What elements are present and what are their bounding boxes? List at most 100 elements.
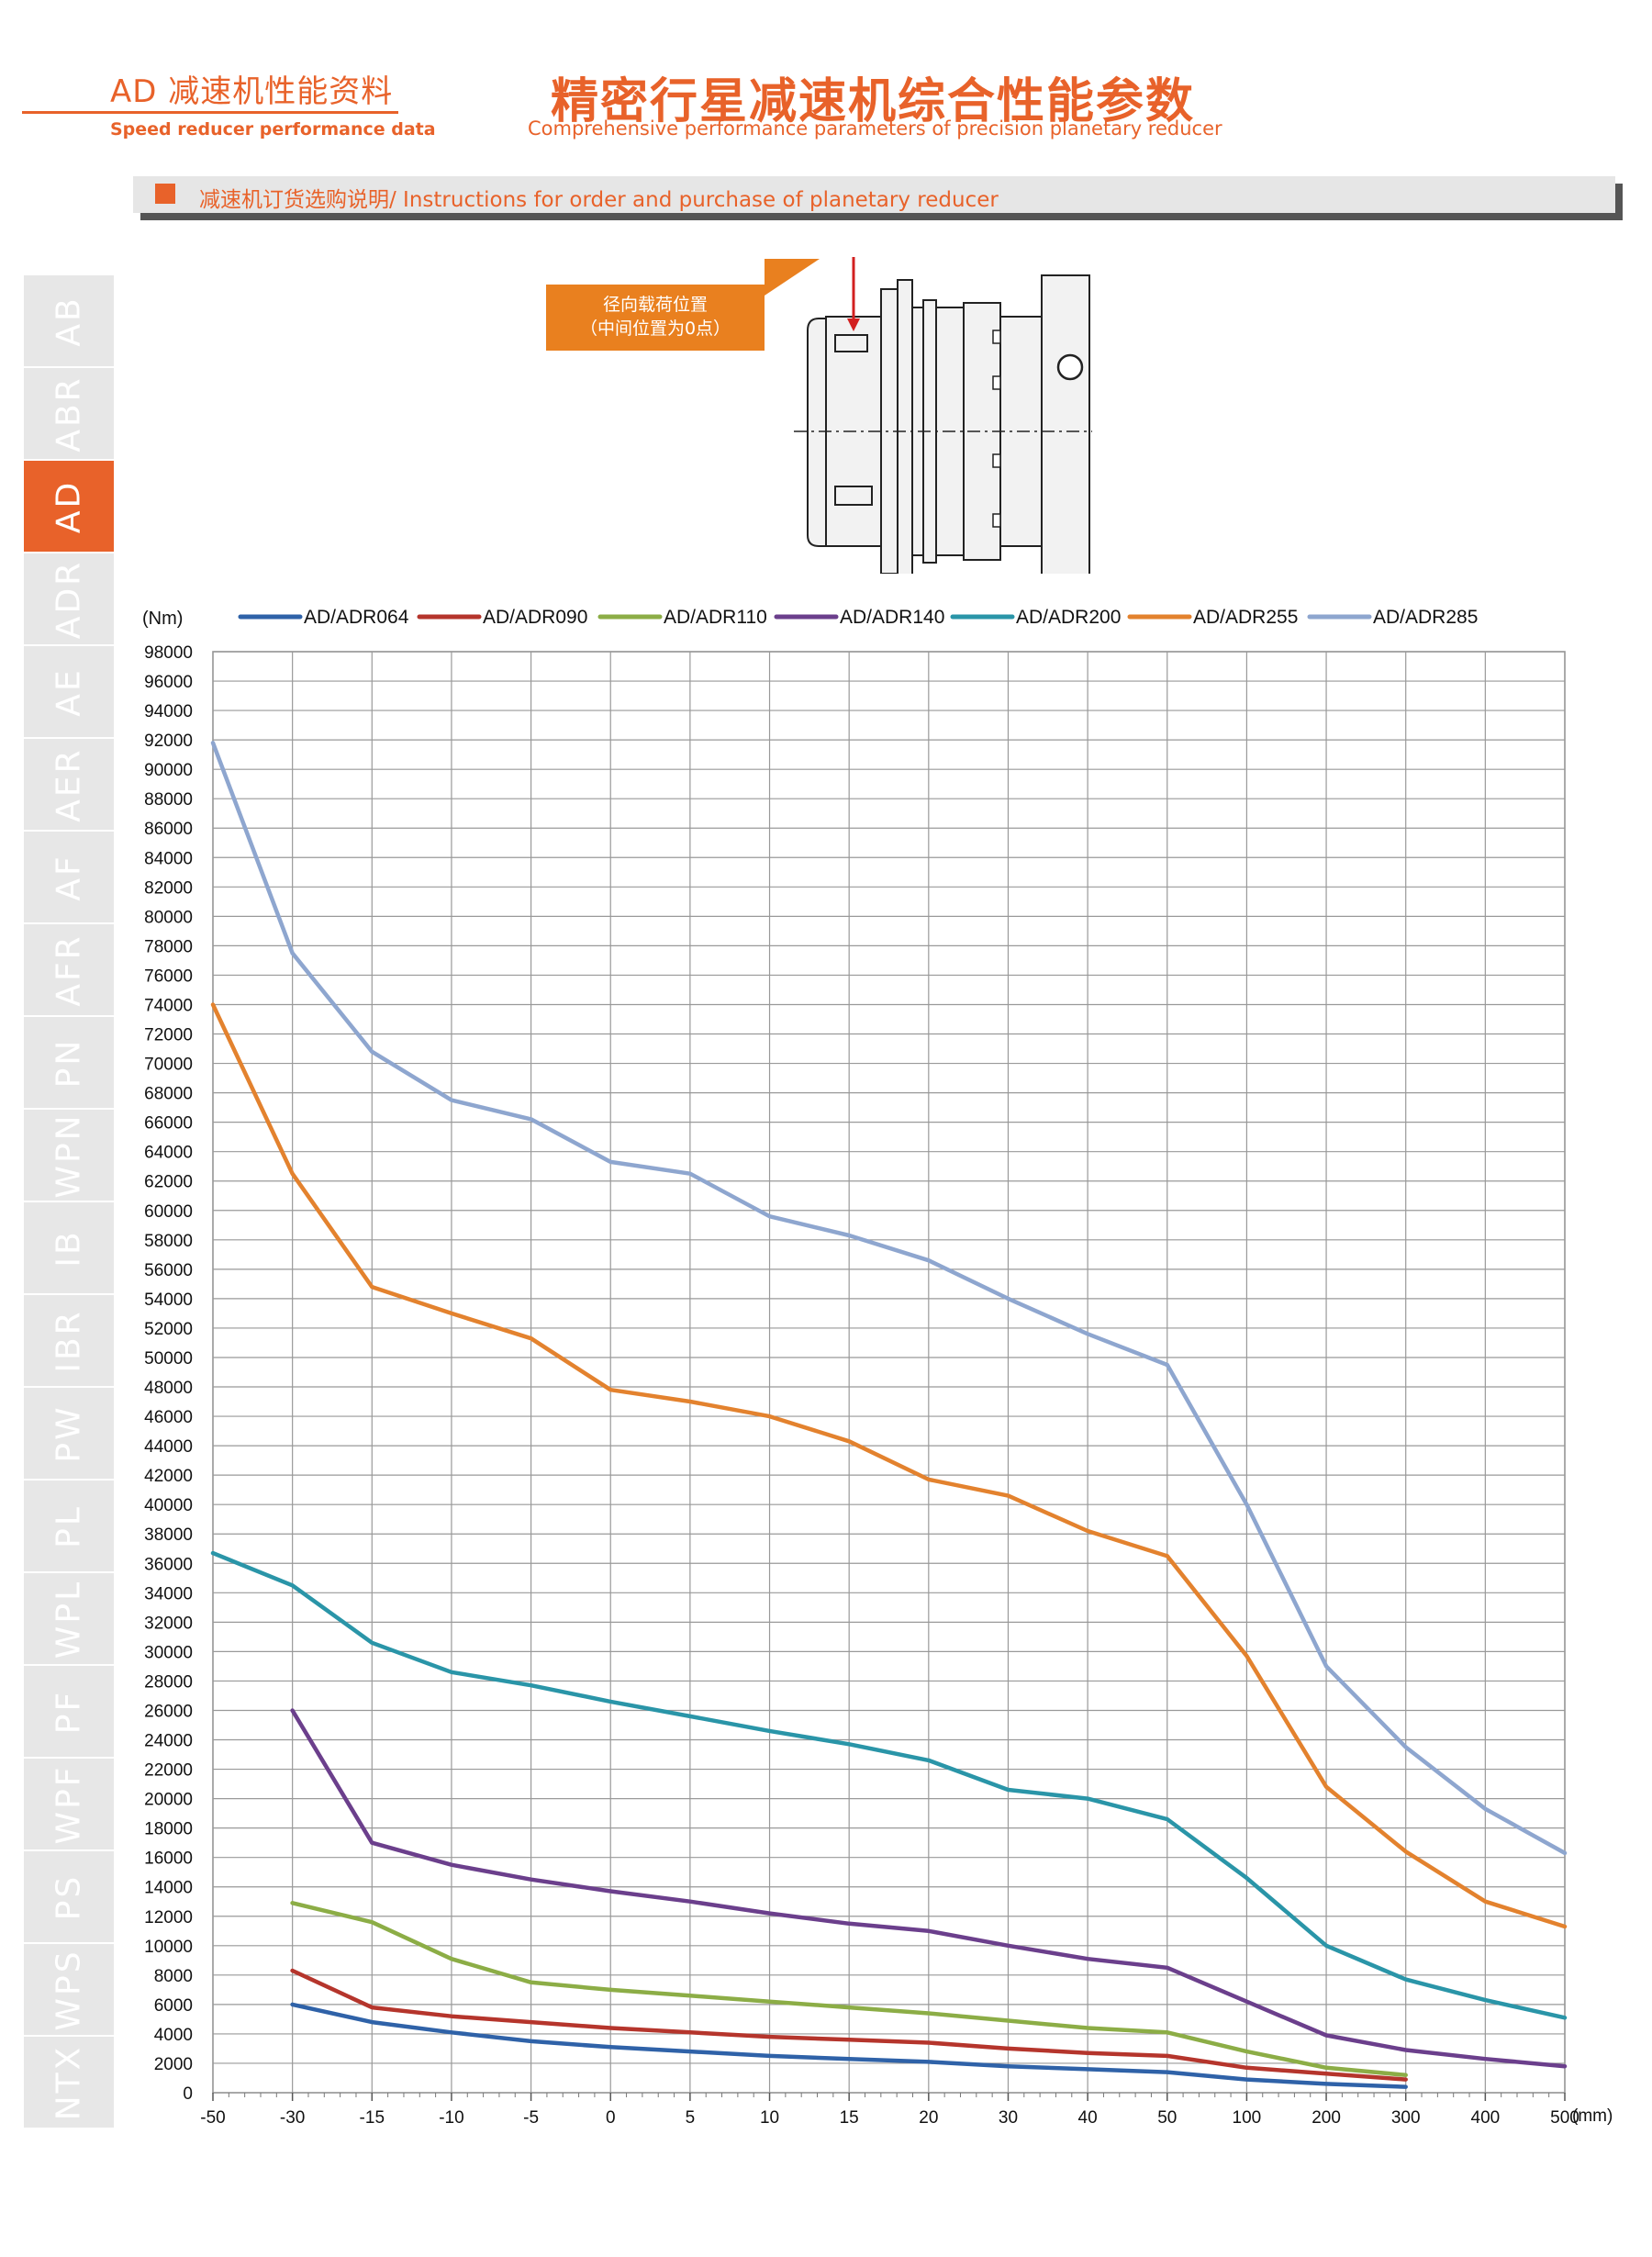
callout-line-2: （中间位置为0点）	[579, 318, 731, 339]
y-tick-label: 92000	[144, 732, 193, 751]
legend-label: AD/ADR140	[840, 607, 944, 628]
tab-pn[interactable]: PN	[24, 1017, 114, 1110]
tab-pw[interactable]: PW	[24, 1388, 114, 1480]
x-tick-label: 30	[999, 2108, 1018, 2128]
tab-af[interactable]: AF	[24, 832, 114, 924]
tab-afr[interactable]: AFR	[24, 924, 114, 1017]
y-tick-label: 32000	[144, 1614, 193, 1633]
performance-chart: 0200040006000800010000120001400016000180…	[142, 607, 1613, 2128]
y-tick-label: 62000	[144, 1173, 193, 1192]
sidebar-tabs: AB ABR AD ADR AE AER AF AFR PN WPN IB IBR PW PL WPL PF W…	[24, 275, 114, 2129]
tab-label: AD	[50, 479, 88, 533]
tab-wpl[interactable]: WPL	[24, 1573, 114, 1666]
legend-label: AD/ADR064	[304, 607, 409, 628]
y-tick-label: 88000	[144, 790, 193, 810]
y-tick-label: 58000	[144, 1232, 193, 1251]
y-tick-label: 80000	[144, 908, 193, 927]
y-tick-label: 50000	[144, 1349, 193, 1369]
series-line-ad-adr255	[210, 1002, 1568, 1929]
tab-ad[interactable]: AD	[24, 461, 114, 553]
instructions-banner: 减速机订货选购说明/ Instructions for order and pu…	[133, 176, 1615, 213]
tab-adr[interactable]: ADR	[24, 553, 114, 646]
tab-abr[interactable]: ABR	[24, 368, 114, 461]
banner-text: 减速机订货选购说明/ Instructions for order and pu…	[199, 188, 999, 212]
banner-square-icon	[155, 184, 175, 204]
y-tick-label: 34000	[144, 1584, 193, 1603]
y-tick-label: 98000	[144, 643, 193, 663]
x-tick-label: 10	[760, 2108, 779, 2128]
x-tick-label: 300	[1391, 2108, 1421, 2128]
callout-pointer	[765, 259, 820, 296]
y-tick-label: 94000	[144, 702, 193, 721]
section-title-cn: AD 减速机性能资料	[110, 73, 394, 110]
legend-label: AD/ADR255	[1193, 607, 1298, 628]
series-line-ad-adr285	[210, 741, 1568, 1856]
y-tick-label: 48000	[144, 1379, 193, 1398]
y-tick-label: 70000	[144, 1056, 193, 1075]
tab-ib[interactable]: IB	[24, 1202, 114, 1295]
legend-label: AD/ADR285	[1373, 607, 1478, 628]
tab-pl[interactable]: PL	[24, 1480, 114, 1573]
y-tick-label: 78000	[144, 937, 193, 956]
y-axis-unit: (Nm)	[142, 609, 183, 629]
motor-flange	[1041, 274, 1090, 574]
y-tick-label: 38000	[144, 1525, 193, 1545]
y-tick-label: 12000	[144, 1908, 193, 1927]
y-tick-label: 56000	[144, 1261, 193, 1280]
callout-line-1: 径向载荷位置	[602, 295, 708, 315]
section-title-en: Speed reducer performance data	[110, 119, 436, 140]
y-tick-label: 8000	[154, 1967, 193, 1986]
tab-aer[interactable]: AER	[24, 739, 114, 832]
series-line-ad-adr140	[290, 1708, 1568, 2069]
y-tick-label: 96000	[144, 673, 193, 692]
y-tick-label: 30000	[144, 1643, 193, 1662]
tab-pf[interactable]: PF	[24, 1666, 114, 1759]
y-tick-label: 46000	[144, 1408, 193, 1427]
y-tick-label: 36000	[144, 1555, 193, 1574]
y-tick-label: 6000	[154, 1996, 193, 2016]
y-tick-label: 52000	[144, 1320, 193, 1339]
series-line-ad-adr110	[290, 1901, 1408, 2078]
y-tick-label: 68000	[144, 1085, 193, 1104]
y-tick-label: 40000	[144, 1496, 193, 1515]
y-tick-label: 66000	[144, 1114, 193, 1134]
y-tick-label: 54000	[144, 1291, 193, 1310]
y-tick-label: 74000	[144, 996, 193, 1015]
series-line-ad-adr200	[210, 1550, 1568, 2020]
tab-wps[interactable]: WPS	[24, 1944, 114, 2037]
x-tick-label: 50	[1157, 2108, 1177, 2128]
y-tick-label: 44000	[144, 1437, 193, 1457]
y-tick-label: 72000	[144, 1026, 193, 1045]
y-tick-label: 60000	[144, 1202, 193, 1222]
y-tick-label: 22000	[144, 1761, 193, 1781]
series-line-ad-adr064	[290, 2002, 1408, 2089]
tab-ntx[interactable]: NTX	[24, 2037, 114, 2129]
tab-wpf[interactable]: WPF	[24, 1759, 114, 1851]
x-tick-label: 0	[606, 2108, 616, 2128]
header-divider	[22, 111, 398, 114]
reducer-drawing	[765, 257, 1092, 574]
x-tick-label: 20	[919, 2108, 938, 2128]
tab-label: AB	[50, 295, 88, 347]
shaft-key-2	[834, 486, 873, 506]
x-tick-label: 500	[1550, 2108, 1579, 2128]
tab-ibr[interactable]: IBR	[24, 1295, 114, 1388]
x-tick-label: 200	[1312, 2108, 1341, 2128]
y-tick-label: 90000	[144, 761, 193, 780]
plot-area	[212, 651, 1566, 2094]
legend-label: AD/ADR110	[664, 607, 767, 628]
y-tick-label: 76000	[144, 966, 193, 986]
y-tick-label: 42000	[144, 1467, 193, 1486]
tab-label: ABR	[50, 374, 88, 453]
x-tick-label: 400	[1471, 2108, 1501, 2128]
tab-ps[interactable]: PS	[24, 1851, 114, 1944]
tab-ae[interactable]: AE	[24, 646, 114, 739]
tab-ab[interactable]: AB	[24, 275, 114, 368]
x-tick-label: 100	[1233, 2108, 1262, 2128]
tab-wpn[interactable]: WPN	[24, 1110, 114, 1202]
page-title-cn: 精密行星减速机综合性能参数	[551, 73, 1196, 129]
y-tick-label: 24000	[144, 1732, 193, 1751]
y-tick-label: 82000	[144, 878, 193, 898]
y-tick-label: 26000	[144, 1702, 193, 1721]
x-tick-label: 5	[686, 2108, 696, 2128]
